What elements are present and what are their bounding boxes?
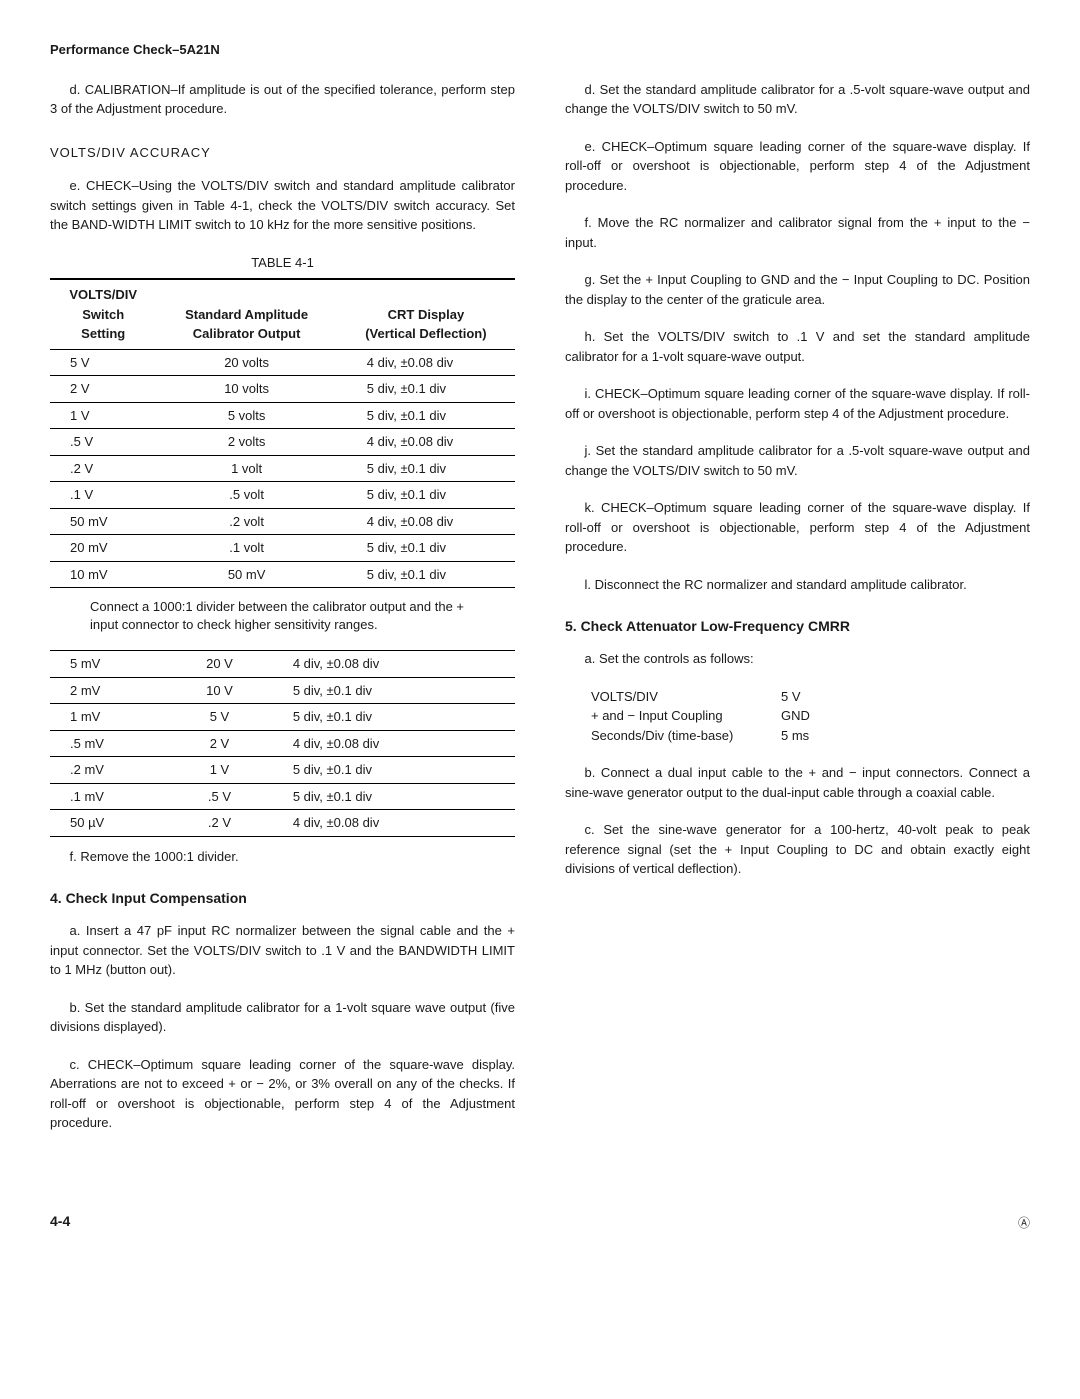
- page-number: 4-4: [50, 1211, 70, 1232]
- para-rh: h. Set the VOLTS/DIV switch to .1 V and …: [565, 327, 1030, 366]
- para-rf: f. Move the RC normalizer and calibrator…: [565, 213, 1030, 252]
- table-row: 1 V5 volts5 div, ±0.1 div: [50, 402, 515, 429]
- para-rd: d. Set the standard amplitude calibrator…: [565, 80, 1030, 119]
- para-rj: j. Set the standard amplitude calibrator…: [565, 441, 1030, 480]
- para-e: e. CHECK–Using the VOLTS/DIV switch and …: [50, 176, 515, 235]
- section-4: 4. Check Input Compensation: [50, 888, 515, 909]
- para-4a: a. Insert a 47 pF input RC normalizer be…: [50, 921, 515, 980]
- table-row: .1 mV.5 V5 div, ±0.1 div: [50, 783, 515, 810]
- para-d: d. CALIBRATION–If amplitude is out of th…: [50, 80, 515, 119]
- table-row: 50 µV.2 V4 div, ±0.08 div: [50, 810, 515, 837]
- th-1: VOLTS/DIV Switch Setting: [50, 279, 156, 349]
- table-row: .2 mV1 V5 div, ±0.1 div: [50, 757, 515, 784]
- para-5b: b. Connect a dual input cable to the + a…: [565, 763, 1030, 802]
- table-row: .1 V.5 volt5 div, ±0.1 div: [50, 482, 515, 509]
- para-rk: k. CHECK–Optimum square leading corner o…: [565, 498, 1030, 557]
- para-rl: l. Disconnect the RC normalizer and stan…: [565, 575, 1030, 595]
- page-header: Performance Check–5A21N: [50, 40, 1030, 60]
- table-row: 5 V20 volts4 div, ±0.08 div: [50, 349, 515, 376]
- table-row: 2 V10 volts5 div, ±0.1 div: [50, 376, 515, 403]
- table-4-1b: 5 mV20 V4 div, ±0.08 div2 mV10 V5 div, ±…: [50, 650, 515, 837]
- table-row: 10 mV50 mV5 div, ±0.1 div: [50, 561, 515, 588]
- para-4b: b. Set the standard amplitude calibrator…: [50, 998, 515, 1037]
- para-rg: g. Set the + Input Coupling to GND and t…: [565, 270, 1030, 309]
- table-row: 50 mV.2 volt4 div, ±0.08 div: [50, 508, 515, 535]
- settings-block: VOLTS/DIV5 V + and − Input CouplingGND S…: [591, 687, 1030, 746]
- table-caption: TABLE 4-1: [50, 253, 515, 273]
- table-row: .5 V2 volts4 div, ±0.08 div: [50, 429, 515, 456]
- table-row: 1 mV5 V5 div, ±0.1 div: [50, 704, 515, 731]
- para-5c: c. Set the sine-wave generator for a 100…: [565, 820, 1030, 879]
- right-column: d. Set the standard amplitude calibrator…: [565, 80, 1030, 1151]
- table-note: Connect a 1000:1 divider between the cal…: [90, 598, 485, 634]
- table-row: 2 mV10 V5 div, ±0.1 div: [50, 677, 515, 704]
- para-5a: a. Set the controls as follows:: [565, 649, 1030, 669]
- para-f: f. Remove the 1000:1 divider.: [50, 847, 515, 867]
- table-row: 5 mV20 V4 div, ±0.08 div: [50, 651, 515, 678]
- para-re: e. CHECK–Optimum square leading corner o…: [565, 137, 1030, 196]
- left-column: d. CALIBRATION–If amplitude is out of th…: [50, 80, 515, 1151]
- th-3: CRT Display (Vertical Deflection): [337, 279, 515, 349]
- th-2: Standard Amplitude Calibrator Output: [156, 279, 336, 349]
- para-4c: c. CHECK–Optimum square leading corner o…: [50, 1055, 515, 1133]
- subhead-volts-div: VOLTS/DIV ACCURACY: [50, 143, 515, 163]
- copyright-mark: Ⓐ: [1018, 1214, 1030, 1232]
- table-row: 20 mV.1 volt5 div, ±0.1 div: [50, 535, 515, 562]
- para-ri: i. CHECK–Optimum square leading corner o…: [565, 384, 1030, 423]
- table-row: .2 V1 volt5 div, ±0.1 div: [50, 455, 515, 482]
- table-4-1: VOLTS/DIV Switch Setting Standard Amplit…: [50, 278, 515, 588]
- table-row: .5 mV2 V4 div, ±0.08 div: [50, 730, 515, 757]
- section-5: 5. Check Attenuator Low-Frequency CMRR: [565, 616, 1030, 637]
